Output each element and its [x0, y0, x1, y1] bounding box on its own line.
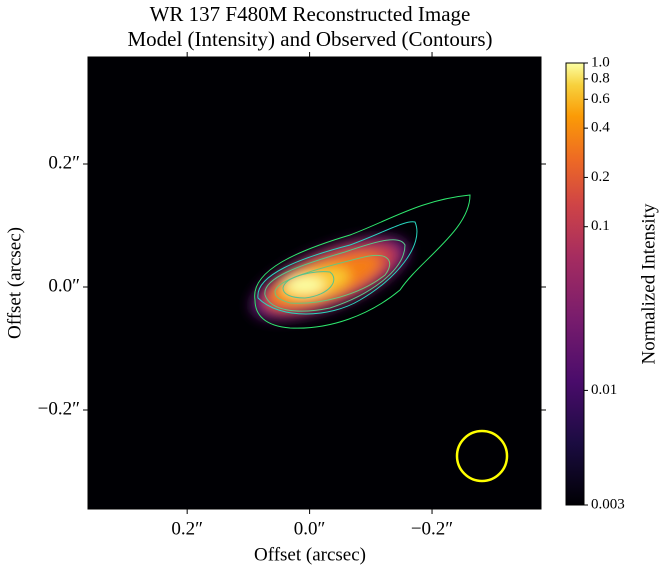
x-tick-label: 0.0″	[294, 518, 326, 539]
colorbar-tick-label: 1.0	[591, 54, 610, 70]
y-axis-label: Offset (arcsec)	[4, 227, 25, 339]
x-tick-label: −0.2″	[411, 518, 453, 539]
colorbar	[566, 63, 584, 505]
y-tick-label: 0.2″	[48, 152, 80, 173]
chart: WR 137 F480M Reconstructed Image Model (…	[0, 0, 660, 574]
colorbar-tick-label: 0.01	[591, 382, 617, 398]
colorbar-tick-label: 0.1	[591, 218, 610, 234]
chart-subtitle: Model (Intensity) and Observed (Contours…	[127, 27, 492, 51]
colorbar-tick-label: 0.6	[591, 91, 610, 107]
colorbar-tick-label: 0.8	[591, 70, 610, 86]
x-axis-label: Offset (arcsec)	[254, 544, 366, 565]
y-tick-label: 0.0″	[48, 275, 80, 296]
colorbar-tick-label: 0.003	[591, 496, 625, 512]
chart-title: WR 137 F480M Reconstructed Image	[150, 2, 471, 26]
colorbar-tick-label: 0.2	[591, 169, 610, 185]
x-tick-label: 0.2″	[171, 518, 203, 539]
colorbar-label: Normalized Intensity	[638, 203, 659, 364]
colorbar-tick-label: 0.4	[591, 120, 610, 136]
y-tick-label: −0.2″	[38, 398, 80, 419]
